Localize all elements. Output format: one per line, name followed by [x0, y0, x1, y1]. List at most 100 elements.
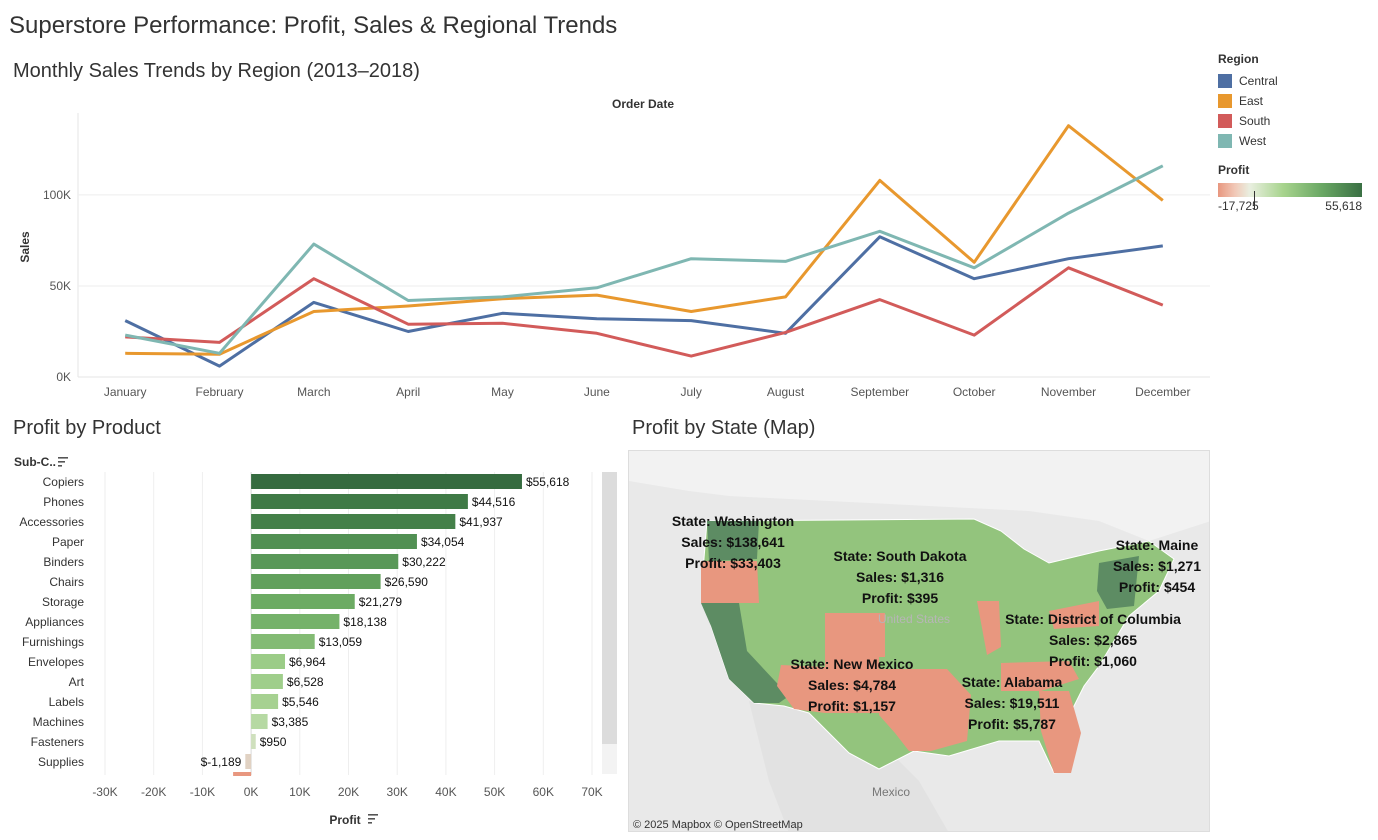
map-annotation-state: State: South Dakota	[833, 548, 966, 564]
bar-phones[interactable]	[251, 494, 468, 509]
x-tick-label: November	[1041, 385, 1096, 399]
bar-supplies[interactable]	[245, 754, 252, 769]
x-tick-label: 50K	[484, 785, 505, 799]
x-tick-label: January	[104, 385, 147, 399]
bar-paper[interactable]	[251, 534, 417, 549]
state-illinois[interactable]	[977, 601, 1001, 655]
series-line-west[interactable]	[124, 164, 1164, 355]
bar-binders[interactable]	[251, 554, 399, 569]
map-annotation-sales: Sales: $4,784	[808, 677, 896, 693]
profit-color-ramp	[1218, 183, 1362, 209]
legend-swatch	[1218, 74, 1232, 88]
bar-fasteners[interactable]	[251, 734, 256, 749]
x-tick-label: October	[953, 385, 996, 399]
map-annotation-profit: Profit: $1,060	[1049, 653, 1137, 669]
state-texas[interactable]	[879, 669, 971, 751]
state-colorado[interactable]	[825, 613, 885, 657]
category-label: Paper	[52, 535, 84, 549]
series-line-central[interactable]	[124, 235, 1164, 368]
bar-envelopes[interactable]	[251, 654, 286, 669]
bar-data-label: $5,546	[282, 695, 319, 709]
y-tick-label: 100K	[43, 188, 71, 202]
bar-appliances[interactable]	[251, 614, 340, 629]
legend-swatch	[1218, 114, 1232, 128]
category-label: Supplies	[38, 755, 84, 769]
x-tick-label: June	[584, 385, 610, 399]
partial-hidden-bar	[233, 772, 252, 776]
bar-data-label: $6,964	[289, 655, 326, 669]
x-tick-label: 10K	[289, 785, 310, 799]
map-attribution: © 2025 Mapbox © OpenStreetMap	[633, 819, 803, 831]
x-tick-label: -20K	[141, 785, 166, 799]
state-florida[interactable]	[1039, 691, 1081, 773]
bar-chart-header-label: Sub-C..	[14, 455, 56, 469]
x-tick-label: 60K	[533, 785, 554, 799]
legend-item-east[interactable]: East	[1218, 91, 1373, 111]
legend-label: South	[1239, 114, 1271, 128]
x-tick-label: May	[491, 385, 514, 399]
legend-item-central[interactable]: Central	[1218, 71, 1373, 91]
profit-legend-title: Profit	[1218, 163, 1250, 177]
legend-label: East	[1239, 94, 1264, 108]
x-tick-label: February	[195, 385, 243, 399]
dashboard-title: Superstore Performance: Profit, Sales & …	[9, 12, 618, 39]
mexico-landmass	[749, 701, 948, 831]
line-chart[interactable]: Order Date Sales 0K 50K 100K January Februa…	[0, 90, 1215, 410]
map-annotation-state: State: Washington	[672, 513, 794, 529]
category-label: Envelopes	[28, 655, 84, 669]
region-legend-title: Region	[1218, 52, 1259, 66]
map-annotation-sales: Sales: $1,316	[856, 569, 944, 585]
canada-landmass	[629, 451, 1209, 541]
state-california[interactable]	[701, 603, 789, 703]
state-oregon[interactable]	[701, 561, 759, 603]
state-new-york[interactable]	[1097, 556, 1139, 609]
state-pennsylvania[interactable]	[1049, 601, 1099, 629]
bar-data-label: $13,059	[319, 635, 363, 649]
bar-art[interactable]	[251, 674, 283, 689]
sort-icon[interactable]	[368, 814, 378, 824]
x-tick-label: September	[850, 385, 909, 399]
category-label: Appliances	[25, 615, 84, 629]
map-annotation-profit: Profit: $395	[862, 590, 938, 606]
bar-data-label: $21,279	[359, 595, 403, 609]
legend-item-west[interactable]: West	[1218, 131, 1373, 151]
bar-chart[interactable]: Sub-C.. Copiers $55,618 Phones $44,516 Acces…	[0, 448, 622, 833]
state-new-mexico[interactable]	[825, 657, 879, 713]
map-annotation-state: State: New Mexico	[791, 656, 914, 672]
state-washington[interactable]	[707, 521, 759, 561]
series-line-east[interactable]	[125, 124, 1164, 356]
bar-labels[interactable]	[251, 694, 279, 709]
bar-data-label: $18,138	[343, 615, 387, 629]
map-annotation-profit: Profit: $1,157	[808, 698, 896, 714]
sort-icon[interactable]	[58, 457, 68, 467]
x-tick-label: 20K	[338, 785, 359, 799]
x-tick-label: April	[396, 385, 420, 399]
state-tennessee[interactable]	[1001, 661, 1079, 691]
profit-map[interactable]: United States Mexico State: Washington S…	[628, 450, 1210, 832]
bar-data-label: $41,937	[459, 515, 503, 529]
bar-data-label: $6,528	[287, 675, 324, 689]
bar-accessories[interactable]	[251, 514, 456, 529]
map-annotation-sales: Sales: $2,865	[1049, 632, 1137, 648]
profit-legend: Profit -17,725 55,618	[1218, 163, 1373, 213]
map-label-mexico: Mexico	[872, 785, 910, 799]
category-label: Binders	[43, 555, 84, 569]
scrollbar-thumb[interactable]	[602, 472, 617, 744]
map-annotation-profit: Profit: $33,403	[685, 555, 781, 571]
bar-machines[interactable]	[251, 714, 268, 729]
legend-item-south[interactable]: South	[1218, 111, 1373, 131]
bar-data-label: $34,054	[421, 535, 465, 549]
bar-chart-x-axis-label: Profit	[329, 813, 360, 827]
category-label: Phones	[43, 495, 84, 509]
bar-copiers[interactable]	[251, 474, 522, 489]
bar-storage[interactable]	[251, 594, 355, 609]
profit-zero-tick	[1254, 191, 1255, 209]
series-line-south[interactable]	[125, 266, 1164, 358]
category-label: Labels	[49, 695, 84, 709]
map-annotation-profit: Profit: $5,787	[968, 716, 1056, 732]
category-label: Art	[69, 675, 85, 689]
state-arizona[interactable]	[777, 665, 825, 713]
bar-furnishings[interactable]	[251, 634, 315, 649]
bar-chairs[interactable]	[251, 574, 381, 589]
bar-data-label: $950	[260, 735, 287, 749]
